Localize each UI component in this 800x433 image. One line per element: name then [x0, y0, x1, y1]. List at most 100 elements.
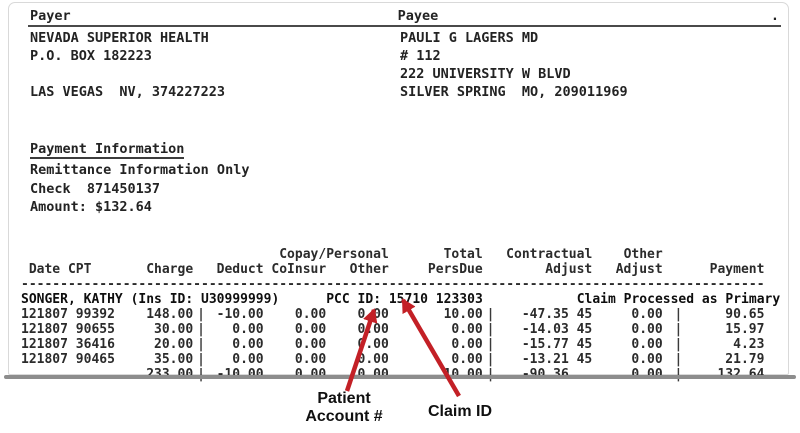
- column-pipe: |: [197, 321, 205, 337]
- header-contractual: Contractual: [506, 246, 593, 262]
- payer-payee-header-rule: Payer Payee .: [28, 7, 781, 27]
- remittance-note: Remittance Information Only: [30, 162, 250, 178]
- cell-contractual-adjust: -47.35: [521, 306, 569, 322]
- cell-date-cpt: 121807 90655: [21, 321, 115, 337]
- cell-payment: 21.79: [725, 351, 765, 367]
- cell-coinsur: 0.00: [294, 336, 327, 352]
- cell-deduct: 0.00: [232, 351, 264, 367]
- totals-row: 233.00 | -10.00 0.00 0.00 10.00 | -90.36…: [21, 367, 788, 382]
- cell-deduct: 0.00: [232, 321, 264, 337]
- cell-deduct-total: -10.00: [216, 366, 264, 382]
- cell-charge-total: 233.00: [146, 366, 194, 382]
- cell-persdue: 0.00: [451, 321, 483, 337]
- header-adjust: Adjust: [545, 261, 593, 277]
- annotation-text: Account #: [305, 408, 383, 425]
- column-pipe: |: [197, 351, 205, 367]
- table-row: 121807 36416 20.00 | 0.00 0.00 0.00 0.00…: [21, 337, 788, 352]
- cell-adjust-code: 45: [576, 351, 593, 367]
- cell-adjust-code: 45: [576, 336, 593, 352]
- cell-adjust-code: 45: [576, 321, 593, 337]
- header-other: Other: [349, 261, 389, 277]
- header-copay: Copay/: [279, 246, 327, 262]
- cell-deduct: 0.00: [232, 336, 264, 352]
- payer-heading: Payer: [30, 8, 71, 24]
- column-pipe: |: [486, 306, 495, 322]
- table-row: 121807 99392 148.00 | -10.00 0.00 0.00 1…: [21, 307, 788, 322]
- cell-contractual-adjust-total: -90.36: [521, 366, 569, 382]
- patient-account-annotation-label: Patient Account #: [288, 390, 400, 426]
- page-bottom-edge: [4, 375, 796, 379]
- column-pipe: |: [197, 306, 205, 322]
- cell-contractual-adjust: -15.77: [521, 336, 569, 352]
- patient-account-claim-id: PCC ID: 15710 123303: [326, 291, 483, 307]
- header-payment: Payment: [709, 261, 765, 277]
- payer-address-block: NEVADA SUPERIOR HEALTH P.O. BOX 182223 L…: [30, 29, 400, 101]
- cell-coinsur: 0.00: [294, 321, 327, 337]
- header-persdue: PersDue: [427, 261, 483, 277]
- header-personal: Personal: [326, 246, 389, 262]
- check-amount: Amount: $132.64: [30, 199, 152, 215]
- cell-other: 0.00: [357, 336, 389, 352]
- table-header-row-2: Date CPT Charge Deduct CoInsur Other Per…: [21, 262, 788, 277]
- column-pipe: |: [197, 336, 205, 352]
- cell-contractual-adjust: -14.03: [521, 321, 569, 337]
- cell-other: 0.00: [357, 306, 389, 322]
- patient-name-insurance-id: SONGER, KATHY (Ins ID: U30999999): [21, 291, 280, 307]
- cell-other: 0.00: [357, 351, 389, 367]
- payee-address-line: # 112: [400, 48, 441, 64]
- payee-address-line: PAULI G LAGERS MD: [400, 30, 539, 46]
- column-pipe: |: [674, 351, 683, 367]
- table-row: 121807 90465 35.00 | 0.00 0.00 0.00 0.00…: [21, 352, 788, 367]
- payee-address-line: SILVER SPRING MO, 209011969: [400, 84, 628, 100]
- payee-address-line: 222 UNIVERSITY W BLVD: [400, 66, 571, 82]
- claims-table: Copay/ Personal Total Contractual Other …: [21, 247, 788, 382]
- column-pipe: |: [674, 336, 683, 352]
- header-coinsur: CoInsur: [271, 261, 327, 277]
- payer-address-line: LAS VEGAS NV, 374227223: [30, 84, 226, 100]
- payer-address-line: [30, 65, 400, 83]
- cell-adjust-code: [569, 367, 592, 382]
- table-row: 121807 90655 30.00 | 0.00 0.00 0.00 0.00…: [21, 322, 788, 337]
- cell-payment-total: 132.64: [717, 366, 765, 382]
- cell-other-total: 0.00: [357, 366, 389, 382]
- cell-persdue: 0.00: [451, 351, 483, 367]
- cell-coinsur-total: 0.00: [294, 366, 327, 382]
- cell-contractual-adjust: -13.21: [521, 351, 569, 367]
- cell-payment: 90.65: [725, 306, 765, 322]
- cell-other-adjust-total: 0.00: [631, 366, 663, 382]
- check-number: Check 871450137: [30, 180, 161, 197]
- cell-persdue: 10.00: [443, 306, 483, 322]
- payee-heading: Payee: [397, 8, 439, 24]
- cell-coinsur: 0.00: [294, 351, 327, 367]
- claim-id-annotation-label: Claim ID: [427, 403, 492, 420]
- column-pipe: |: [486, 351, 495, 367]
- address-section: NEVADA SUPERIOR HEALTH P.O. BOX 182223 L…: [30, 29, 788, 101]
- header-date-cpt: Date CPT: [28, 261, 92, 277]
- claim-status: Claim Processed as Primary: [576, 291, 781, 307]
- dashed-separator: ----------------------------------------…: [21, 276, 765, 292]
- cell-date-cpt: 121807 90465: [21, 351, 115, 367]
- column-pipe: |: [674, 321, 683, 337]
- cell-other-adjust: 0.00: [631, 321, 663, 337]
- cell-payment: 15.97: [725, 321, 765, 337]
- cell-payment: 4.23: [733, 336, 765, 352]
- header-total: Total: [443, 246, 483, 262]
- cell-coinsur: 0.00: [294, 306, 327, 322]
- cell-date-cpt: 121807 36416: [21, 336, 115, 352]
- column-pipe: |: [197, 366, 205, 382]
- column-pipe: |: [674, 366, 683, 382]
- cell-charge: 148.00: [146, 306, 194, 322]
- header-other: Other: [623, 246, 663, 262]
- cell-charge: 30.00: [154, 321, 194, 337]
- cell-other-adjust: 0.00: [631, 351, 663, 367]
- payee-address-block: PAULI G LAGERS MD # 112 222 UNIVERSITY W…: [400, 29, 628, 101]
- payment-information-section: Payment Information Remittance Informati…: [30, 141, 788, 217]
- column-pipe: |: [486, 336, 495, 352]
- cell-persdue-total: 10.00: [443, 366, 483, 382]
- payment-information-heading: Payment Information: [30, 141, 185, 159]
- payer-address-line: P.O. BOX 182223: [30, 48, 152, 64]
- header-adjust: Adjust: [615, 261, 663, 277]
- table-header-row-1: Copay/ Personal Total Contractual Other: [21, 247, 788, 262]
- cell-other-adjust: 0.00: [631, 306, 663, 322]
